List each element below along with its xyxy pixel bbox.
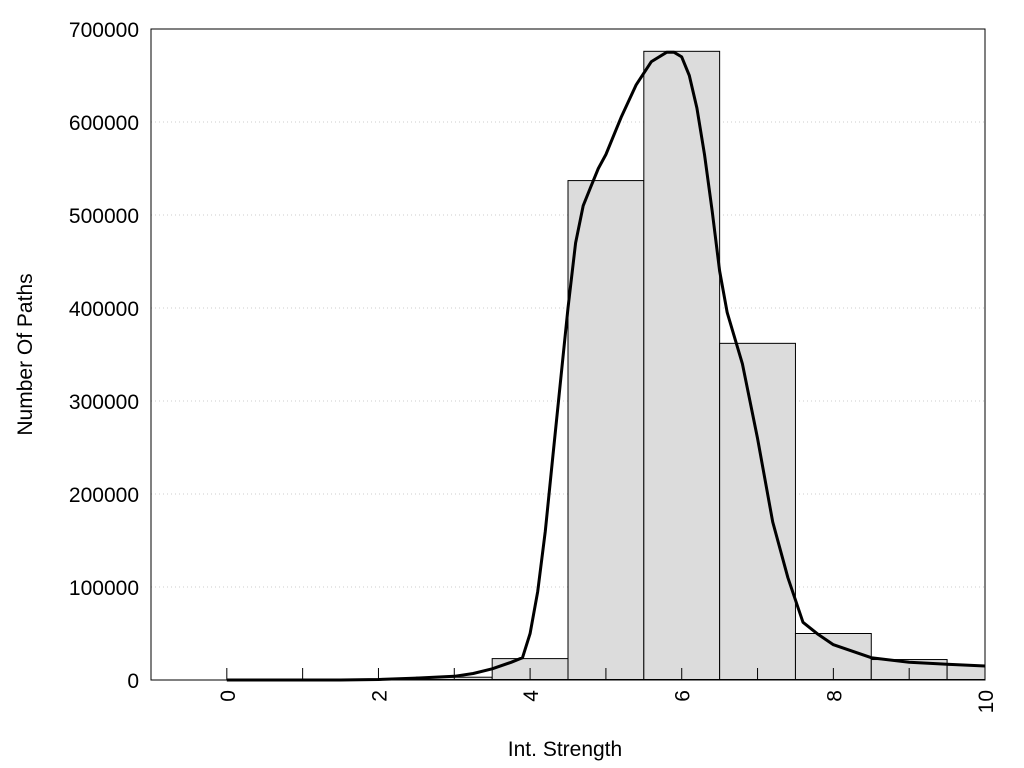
y-tick-label: 700000 bbox=[69, 19, 139, 42]
y-tick-label: 500000 bbox=[69, 205, 139, 228]
histogram-bar bbox=[719, 342, 796, 681]
x-tick-label: 6 bbox=[672, 690, 695, 702]
histogram-bar bbox=[567, 180, 645, 681]
fit-curve bbox=[226, 50, 986, 682]
y-tick-label: 0 bbox=[127, 670, 139, 693]
y-axis-ticks: 0 100000 200000 300000 400000 500000 600000 700… bbox=[69, 19, 139, 693]
y-tick-label: 400000 bbox=[69, 298, 139, 321]
x-axis-label: Int. Strength bbox=[508, 738, 622, 761]
x-tick-label: 8 bbox=[823, 690, 846, 702]
histogram-bar bbox=[643, 50, 721, 681]
fit-curve-line bbox=[226, 50, 986, 682]
y-tick-label: 600000 bbox=[69, 112, 139, 135]
x-tick-label: 10 bbox=[975, 690, 998, 713]
plot-frame bbox=[150, 28, 986, 681]
y-axis-label: Number Of Paths bbox=[14, 273, 37, 435]
y-tick-label: 100000 bbox=[69, 577, 139, 600]
x-axis-ticks: 0 2 4 6 8 10 bbox=[217, 668, 998, 713]
y-tick-label: 300000 bbox=[69, 391, 139, 414]
y-tick-label: 200000 bbox=[69, 484, 139, 507]
histogram-bar bbox=[946, 664, 986, 681]
bars bbox=[226, 50, 986, 681]
x-tick-label: 0 bbox=[217, 690, 240, 702]
x-tick-label: 4 bbox=[520, 690, 543, 702]
x-tick-label: 2 bbox=[368, 690, 391, 702]
